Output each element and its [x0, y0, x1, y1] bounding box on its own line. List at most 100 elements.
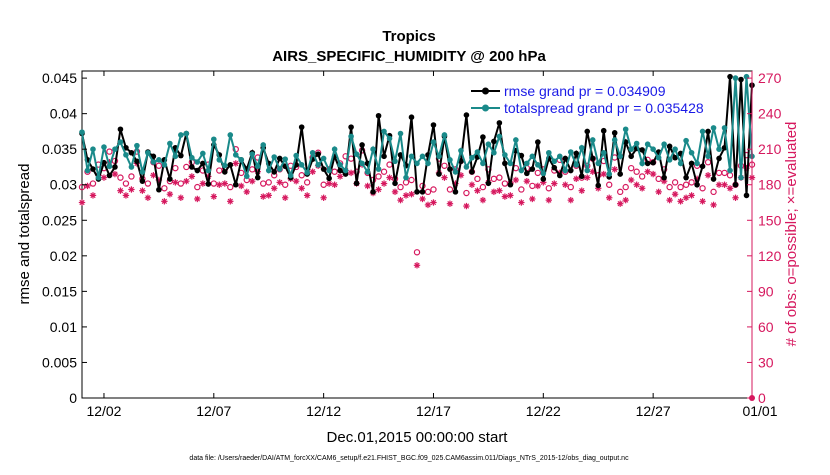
obs-evaluated-marker — [677, 198, 684, 205]
totalspread-point — [139, 169, 146, 175]
rmse-point — [414, 189, 420, 195]
totalspread-point — [606, 171, 613, 177]
obs-possible-marker — [671, 179, 679, 186]
obs-evaluated-marker — [666, 196, 673, 204]
rmse-point — [392, 180, 398, 187]
obs-possible-marker — [567, 183, 574, 191]
rmse-point — [578, 173, 585, 180]
y-right-tick-label: 30 — [758, 354, 774, 370]
obs-evaluated-marker — [446, 200, 454, 207]
totalspread-point — [452, 169, 459, 175]
obs-evaluated-marker — [117, 187, 124, 194]
obs-possible-marker — [303, 179, 311, 186]
totalspread-point — [221, 162, 228, 169]
totalspread-point — [551, 158, 558, 165]
totalspread-point — [502, 152, 508, 158]
totalspread-point — [392, 158, 398, 165]
obs-evaluated-marker — [529, 195, 536, 203]
obs-possible-marker — [441, 162, 448, 169]
obs-evaluated-marker — [682, 194, 690, 201]
rmse-point — [348, 124, 354, 130]
totalspread-point — [430, 139, 437, 145]
rmse-point — [370, 189, 376, 195]
totalspread-point — [331, 146, 338, 152]
obs-evaluated-marker — [419, 195, 426, 203]
rmse-point — [408, 114, 415, 121]
totalspread-point — [617, 153, 623, 160]
y-right-tick-label: 240 — [758, 106, 782, 122]
obs-evaluated-marker — [562, 181, 569, 188]
y-right-tick-label: 210 — [758, 141, 782, 157]
obs-evaluated-marker — [199, 180, 207, 187]
obs-possible-marker — [265, 179, 272, 186]
totalspread-point — [342, 167, 349, 174]
totalspread-point — [491, 149, 497, 156]
obs-possible-marker — [183, 163, 190, 171]
rmse-point — [271, 169, 278, 175]
obs-evaluated-marker — [265, 192, 272, 199]
obs-evaluated-marker — [386, 174, 393, 181]
totalspread-point — [364, 169, 371, 175]
obs-evaluated-marker — [216, 181, 223, 188]
rmse-point — [485, 180, 492, 187]
totalspread-point — [90, 146, 96, 152]
obs-evaluated-marker — [320, 194, 327, 201]
rmse-point — [200, 160, 206, 167]
rmse-point — [738, 76, 744, 83]
obs-possible-marker — [606, 181, 613, 188]
x-axis-label: Dec.01,2015 00:00:00 start — [327, 429, 509, 446]
totalspread-point — [727, 167, 733, 174]
totalspread-point — [677, 160, 684, 167]
rmse-point — [699, 163, 706, 170]
rmse-point — [595, 182, 602, 189]
obs-evaluated-marker — [518, 199, 525, 206]
totalspread-point — [633, 140, 640, 147]
rmse-point — [123, 144, 129, 151]
rmse-point — [276, 155, 283, 162]
totalspread-point — [320, 155, 327, 162]
totalspread-point — [265, 167, 272, 174]
rmse-point — [315, 151, 321, 157]
totalspread-point — [117, 139, 124, 145]
obs-evaluated-marker — [616, 200, 624, 207]
obs-evaluated-marker — [139, 187, 146, 194]
obs-evaluated-marker — [721, 181, 728, 188]
obs-evaluated-marker — [166, 191, 174, 198]
rmse-point — [535, 139, 541, 145]
obs-evaluated-marker — [567, 196, 574, 204]
obs-evaluated-marker — [430, 199, 437, 206]
rmse-point — [650, 159, 656, 166]
x-tick-label: 12/17 — [416, 403, 451, 419]
obs-evaluated-marker — [144, 194, 152, 201]
obs-evaluated-marker — [347, 169, 355, 177]
totalspread-point — [562, 167, 569, 174]
obs-possible-marker — [408, 176, 415, 184]
rmse-point — [430, 122, 437, 128]
obs-possible-marker — [622, 183, 629, 191]
totalspread-point — [469, 154, 475, 161]
totalspread-point — [639, 160, 645, 167]
obs-evaluated-marker — [441, 174, 448, 181]
obs-evaluated-marker — [638, 185, 646, 192]
y-left-tick-label: 0.045 — [42, 70, 77, 86]
totalspread-point — [556, 153, 563, 160]
rmse-point — [600, 127, 607, 134]
obs-evaluated-marker — [325, 180, 333, 187]
totalspread-point — [524, 160, 530, 167]
obs-evaluated-marker — [474, 187, 481, 194]
obs-evaluated-marker — [397, 196, 404, 204]
chart-subtitle: AIRS_SPECIFIC_HUMIDITY @ 200 hPa — [272, 48, 546, 65]
totalspread-point — [567, 149, 574, 155]
obs-evaluated-marker — [227, 198, 234, 205]
obs-count-markers — [78, 145, 756, 401]
totalspread-point — [403, 174, 409, 181]
obs-evaluated-marker — [336, 173, 344, 180]
totalspread-point — [546, 149, 552, 156]
rmse-point — [320, 166, 327, 172]
totalspread-point — [189, 154, 195, 161]
y-right-tick-label: 120 — [758, 248, 782, 264]
chart-title: Tropics — [382, 28, 435, 45]
totalspread-point — [661, 141, 667, 148]
totalspread-point — [172, 153, 179, 160]
totalspread-point — [578, 144, 585, 151]
